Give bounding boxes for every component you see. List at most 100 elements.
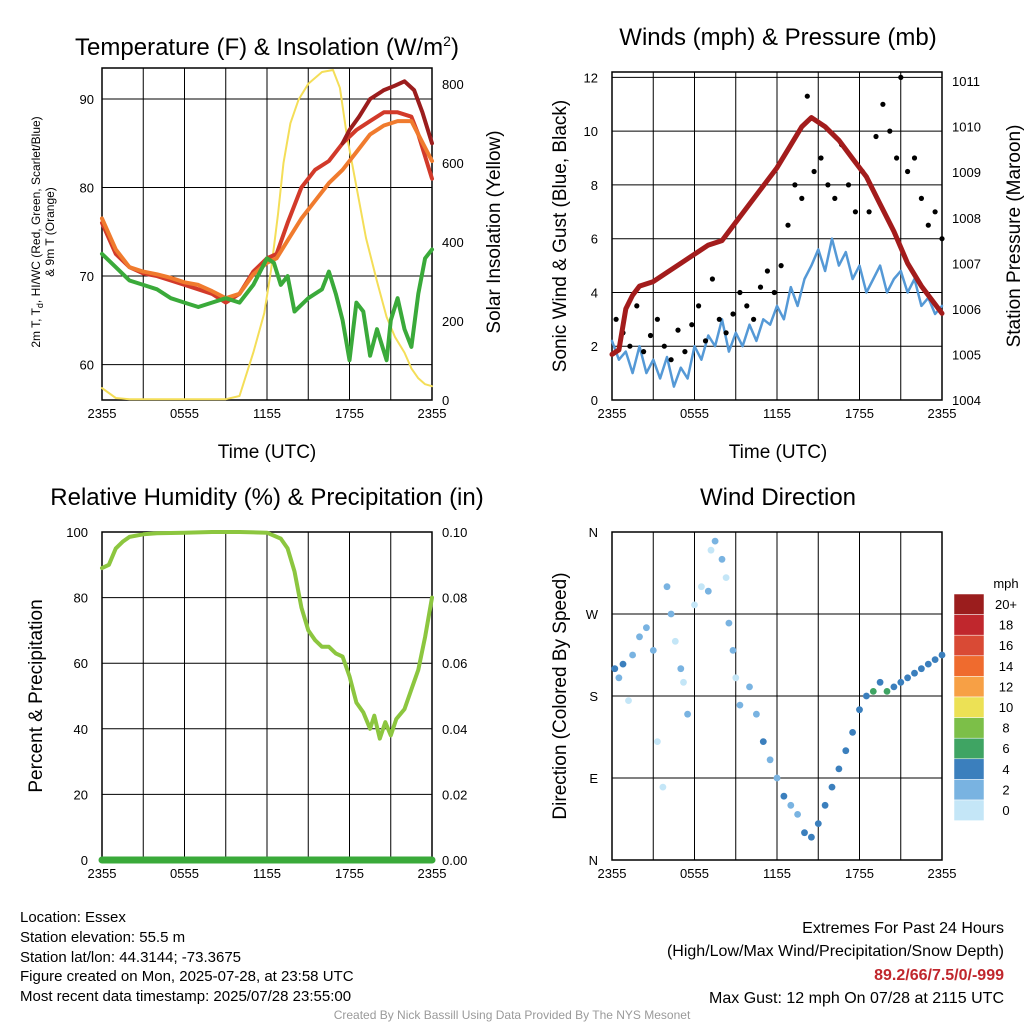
winds-y2tick: 1009: [952, 165, 981, 180]
direction-point: [890, 683, 898, 691]
winds-y2tick: 1010: [952, 120, 981, 135]
direction-point: [707, 546, 715, 554]
direction-xtick: 1755: [845, 866, 874, 881]
direction-point: [780, 792, 788, 800]
direction-point: [629, 651, 636, 659]
legend-label: 0: [1002, 803, 1009, 818]
gust-point: [898, 74, 904, 80]
direction-point: [814, 820, 822, 827]
winds-ylabel: Sonic Wind & Gust (Blue, Black): [550, 100, 571, 372]
temperature-panel: Temperature (F) & Insolation (W/m2) Time…: [29, 33, 505, 463]
legend-label: 20+: [995, 597, 1017, 612]
legend-label: 6: [1002, 741, 1009, 756]
direction-point: [801, 829, 808, 837]
gust-point: [792, 182, 798, 188]
temperature-ytick: 60: [80, 358, 94, 373]
temperature-y2label: Solar Insolation (Yellow): [484, 130, 505, 333]
humidity-ytick: 60: [74, 656, 88, 671]
direction-ylabel: Direction (Colored By Speed): [550, 572, 571, 819]
winds-ytick: 0: [591, 393, 598, 408]
temperature-xtick: 1155: [253, 406, 281, 421]
direction-point: [649, 647, 657, 654]
gust-point: [799, 195, 805, 201]
winds-ytick: 4: [591, 285, 598, 300]
gust-point: [689, 322, 695, 328]
direction-point: [746, 683, 753, 691]
gust-point: [918, 195, 925, 201]
winds-y2tick: 1011: [952, 74, 980, 89]
direction-ytick: N: [589, 853, 598, 868]
temperature-xtick: 0555: [170, 406, 199, 421]
footer-latlon: Station lat/lon: 44.3144; -73.3675: [20, 949, 241, 966]
legend-label: 16: [999, 638, 1013, 653]
direction-xtick: 2355: [598, 866, 627, 881]
gust-point: [852, 209, 859, 215]
temperature-ytick: 90: [80, 92, 94, 107]
direction-point: [680, 678, 687, 686]
humidity-ytick: 0: [81, 853, 88, 868]
direction-point: [787, 801, 795, 809]
direction-point: [615, 674, 623, 682]
direction-point: [698, 583, 705, 591]
direction-point: [619, 660, 627, 668]
gust-point: [730, 311, 736, 317]
gust-point: [737, 289, 743, 296]
direction-point: [835, 765, 843, 773]
direction-point: [611, 665, 619, 673]
legend-swatch: [953, 696, 985, 718]
direction-point: [667, 610, 675, 618]
humidity-ytick: 80: [74, 591, 88, 606]
direction-point: [722, 574, 730, 581]
legend-swatch: [953, 799, 985, 821]
humidity-xtick: 2355: [418, 866, 447, 881]
temperature-ylabel: 2m T, Td, HI/WC (Red, Green, Scarlet/Blu…: [29, 116, 57, 347]
sonic-wind-line: [610, 237, 944, 388]
direction-point: [659, 783, 667, 791]
footer-location: Location: Essex: [20, 909, 126, 926]
gust-point: [894, 155, 900, 161]
winds-ytick: 12: [584, 70, 598, 85]
direction-point: [663, 583, 671, 591]
winds-y2tick: 1004: [952, 393, 981, 408]
extremes-values: 89.2/66/7.5/0/-999: [874, 967, 1004, 984]
gust-point: [925, 222, 931, 228]
humidity-title: Relative Humidity (%) & Precipitation (i…: [50, 484, 483, 511]
humidity-ytick: 100: [66, 525, 88, 540]
direction-point: [691, 601, 698, 609]
legend-label: 8: [1002, 721, 1009, 736]
gust-point: [634, 303, 640, 309]
precip-ytick: 0.04: [442, 722, 467, 737]
humidity-xtick: 2355: [88, 866, 117, 881]
winds-xtick: 2355: [928, 406, 957, 421]
direction-point: [753, 710, 760, 718]
direction-point: [869, 688, 877, 695]
legend-label: 12: [999, 679, 1013, 694]
gust-point: [751, 316, 757, 322]
temperature-y2tick: 0: [442, 393, 449, 408]
gust-point: [682, 349, 688, 355]
direction-point: [636, 633, 643, 641]
direction-ytick: S: [589, 689, 598, 704]
direction-xtick: 2355: [928, 866, 957, 881]
direction-point: [918, 665, 925, 673]
extremes-subtitle: (High/Low/Max Wind/Precipitation/Snow De…: [667, 943, 1004, 960]
direction-point: [718, 555, 726, 563]
temperature-ytick: 70: [80, 269, 94, 284]
direction-title: Wind Direction: [700, 484, 856, 511]
direction-point: [828, 783, 836, 791]
gust-point: [723, 330, 729, 336]
gust-point: [887, 128, 893, 134]
gust-point: [939, 236, 945, 242]
direction-point: [863, 692, 870, 700]
direction-point: [897, 678, 905, 686]
legend-swatch: [953, 676, 985, 698]
humidity-ylabel: Percent & Precipitation: [26, 599, 47, 792]
precip-ytick: 0.08: [442, 591, 467, 606]
legend-label: 18: [999, 618, 1013, 633]
direction-ytick: W: [586, 607, 599, 622]
temperature-ytick: 80: [80, 181, 94, 196]
temperature-xtick: 1755: [335, 406, 364, 421]
legend-swatch: [953, 614, 985, 636]
gust-point: [716, 316, 722, 322]
temperature-series-line: [340, 79, 434, 146]
